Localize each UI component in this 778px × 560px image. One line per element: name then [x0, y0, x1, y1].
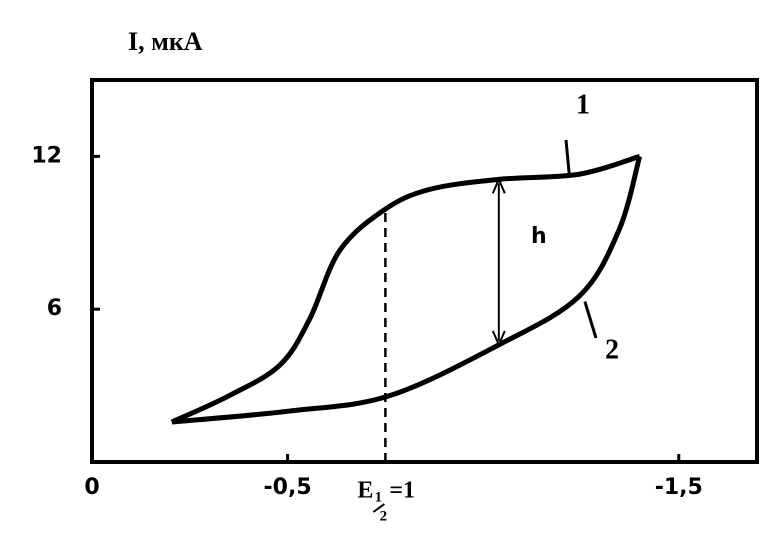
- y-axis-label: I, мкА: [128, 27, 203, 56]
- x-tick-label: -0,5: [264, 475, 312, 500]
- y-tick-label: 6: [47, 296, 62, 321]
- h-arrowhead: [491, 176, 506, 194]
- x-tick-label: 0: [84, 475, 99, 500]
- e-half-suffix: =1: [389, 478, 415, 504]
- plot-frame: [90, 78, 759, 464]
- h-label: h: [531, 224, 547, 249]
- x-tick-label: -1,5: [655, 475, 703, 500]
- e-half-sub-bar: [372, 503, 385, 513]
- curve-label: 2: [605, 334, 619, 365]
- curve-leader: [583, 301, 598, 339]
- curve-label: 1: [576, 89, 590, 120]
- curve-leader: [564, 139, 571, 175]
- e-half-sub: 1: [375, 489, 383, 505]
- y-tick-label: 12: [31, 143, 62, 168]
- e-half-label: E: [357, 478, 373, 504]
- e-half-sub: 2: [380, 508, 388, 524]
- h-arrowhead: [491, 330, 506, 348]
- curve: [170, 154, 641, 425]
- curve: [171, 155, 643, 425]
